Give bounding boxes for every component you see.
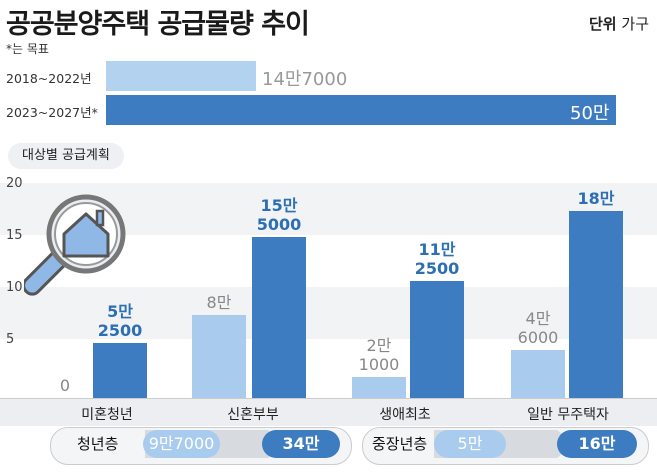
- bar-value-line: 4만: [525, 309, 551, 328]
- bar-value-line: 8만: [206, 293, 232, 312]
- y-tick: 10: [6, 280, 23, 295]
- summary-label-middle: 중장년층: [372, 435, 428, 453]
- y-tick: 5: [6, 332, 15, 347]
- bar-value-label: 4만 6000: [496, 309, 580, 347]
- y-tick: 15: [6, 228, 23, 243]
- total-bar-2023-2027: [106, 95, 616, 125]
- bar-value-label: 18만: [554, 189, 638, 208]
- summary-from-youth: 9만7000: [143, 430, 220, 458]
- bar-value-line: 1000: [358, 355, 400, 374]
- bar-value-line: 0: [59, 376, 71, 395]
- category-label: 생애최초: [379, 407, 431, 423]
- total-value-1: 14만7000: [262, 69, 348, 90]
- y-tick: 20: [6, 176, 23, 191]
- axis-band: [0, 398, 657, 426]
- total-period-1: 2018~2022년: [6, 71, 92, 86]
- summary-label-youth: 청년층: [77, 435, 119, 453]
- bar-value-line: 5만: [107, 302, 133, 321]
- chart-bar: [569, 211, 623, 398]
- chart-bar: [192, 315, 246, 398]
- summary-to-youth: 34만: [262, 430, 340, 458]
- chart-bar: [511, 350, 565, 398]
- grid-band: [0, 287, 657, 339]
- bar-value-label: 11만 2500: [395, 240, 479, 278]
- total-value-2: 50만: [570, 103, 610, 124]
- chart-bar: [410, 281, 464, 398]
- total-period-2: 2023~2027년*: [6, 105, 98, 120]
- unit-value: 가구: [621, 15, 649, 33]
- house-magnifier-icon: [24, 194, 126, 296]
- summary-from-middle: 5만: [434, 430, 506, 458]
- bar-value-line: 15만: [260, 196, 298, 215]
- bar-value-line: 2500: [414, 259, 460, 278]
- bar-value-line: 6000: [517, 328, 559, 347]
- bar-value-label: 15만 5000: [237, 196, 321, 234]
- unit-label: 단위 가구: [589, 13, 649, 34]
- total-bar-2018-2022: [106, 61, 256, 91]
- bar-value-line: 2만: [366, 336, 392, 355]
- baseline: [0, 398, 657, 399]
- category-label: 미혼청년: [81, 407, 133, 423]
- chart-bar: [352, 377, 406, 398]
- bar-value-line: 11만: [418, 240, 456, 259]
- summary-to-middle: 16만: [557, 430, 637, 458]
- unit-key: 단위: [589, 15, 617, 33]
- category-label: 신혼부부: [227, 407, 279, 423]
- chart-bar: [252, 237, 306, 398]
- bar-value-line: 18만: [577, 189, 615, 208]
- target-note: *는 목표: [6, 42, 49, 56]
- category-label: 일반 무주택자: [527, 407, 609, 423]
- bar-value-label: 5만 2500: [78, 302, 162, 340]
- chart-bar: [93, 343, 147, 398]
- bar-value-label: 2만 1000: [337, 336, 421, 374]
- bar-value-label: 0: [23, 376, 107, 395]
- chart-title: 공공분양주택 공급물량 추이: [6, 9, 310, 40]
- bar-value-line: 5000: [256, 215, 302, 234]
- section-title: 대상별 공급계획: [8, 143, 124, 169]
- bar-value-label: 8만: [177, 293, 261, 312]
- bar-value-line: 2500: [97, 321, 143, 340]
